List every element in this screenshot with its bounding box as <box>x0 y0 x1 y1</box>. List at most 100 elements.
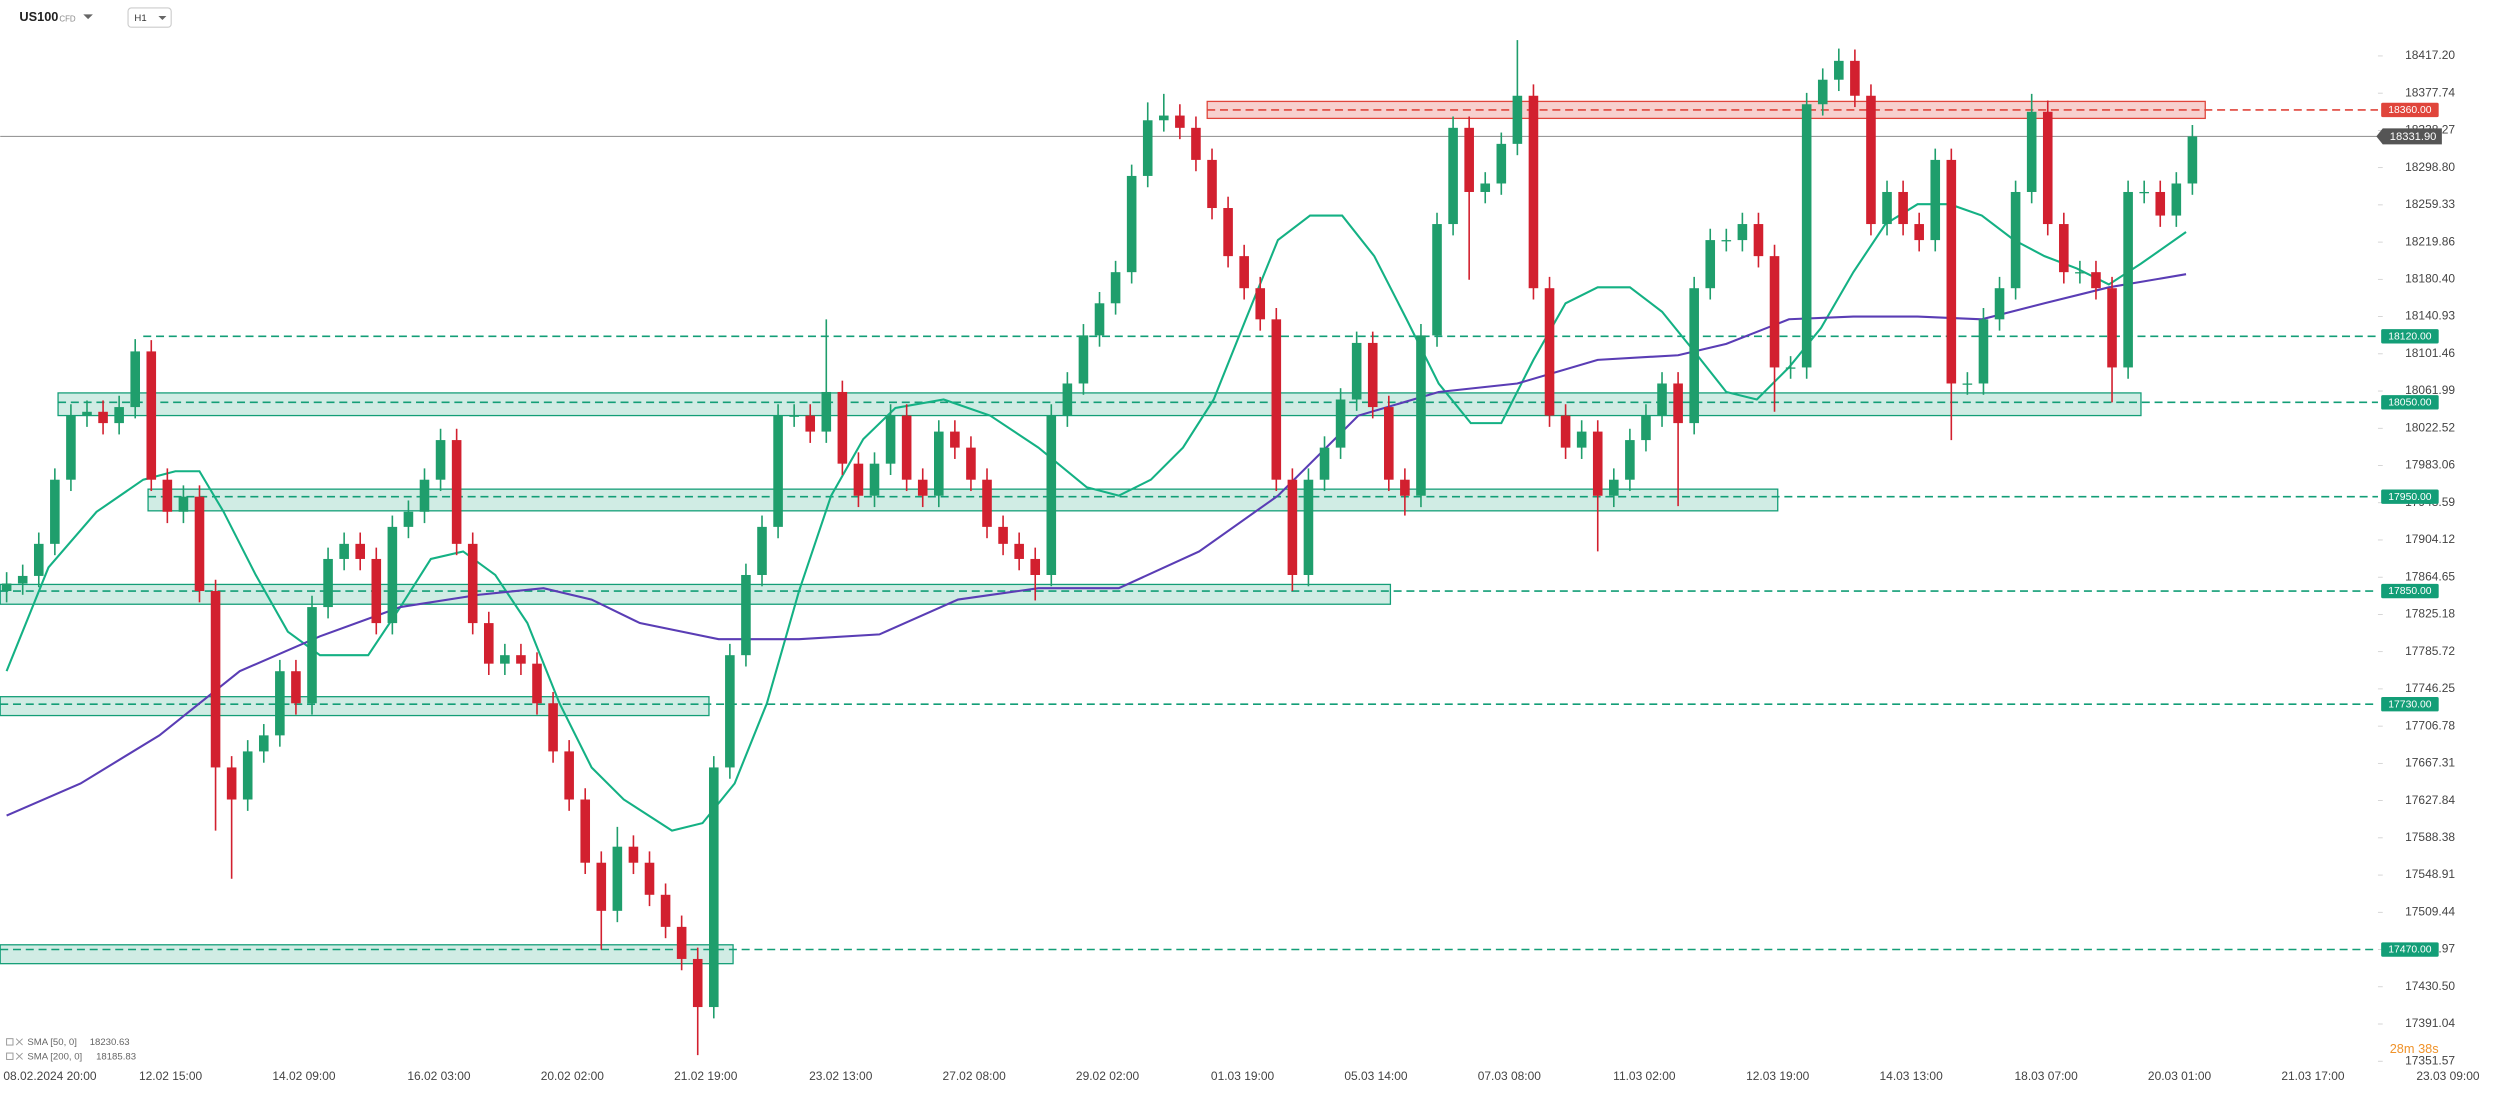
y-tick-label: 17548.91 <box>2405 867 2455 881</box>
candle-countdown: 28m 38s <box>2390 1041 2439 1056</box>
candle-body <box>596 862 607 911</box>
level-tag <box>2381 697 2439 712</box>
candle-body <box>1817 79 1828 105</box>
candle-body <box>2187 136 2198 184</box>
candle-body <box>1994 288 2005 320</box>
candle-body <box>934 431 944 496</box>
y-tick-label: 17983.06 <box>2405 458 2455 472</box>
y-tick-label: 18022.52 <box>2405 420 2455 434</box>
sma-line <box>6 273 2187 817</box>
x-tick-label: 12.02 15:00 <box>139 1069 203 1083</box>
candle-body <box>323 558 333 608</box>
y-tick-label: 17430.50 <box>2405 979 2455 993</box>
level-label: 17470.00 <box>2388 945 2432 956</box>
candle-body <box>1753 224 1764 257</box>
candle-body <box>98 411 108 424</box>
candle-body <box>1191 127 1201 160</box>
candle-body <box>1287 479 1298 575</box>
candle-body <box>2139 191 2149 194</box>
candle-body <box>516 655 526 664</box>
candle-body <box>1255 288 1266 320</box>
candle-body <box>210 591 221 768</box>
level-tag <box>2381 395 2439 410</box>
candle-body <box>1882 191 1892 225</box>
y-tick-label: 17746.25 <box>2405 681 2455 695</box>
candle-body <box>950 431 960 448</box>
candle-body <box>1367 342 1378 408</box>
candle-body <box>1319 447 1330 480</box>
candle-body <box>917 479 928 496</box>
candle-body <box>853 463 864 496</box>
y-tick-label: 17667.31 <box>2405 756 2455 770</box>
legend-icon[interactable] <box>6 1052 14 1060</box>
axes: 18417.2018377.7418338.2718298.8018259.33… <box>3 48 2479 1083</box>
candle-body <box>708 767 719 1008</box>
candle-body <box>1721 240 1732 242</box>
legend-icon[interactable] <box>6 1038 14 1046</box>
candle-body <box>1207 159 1217 209</box>
candle-body <box>1528 95 1539 289</box>
candle-body <box>1496 143 1507 184</box>
candle-body <box>403 511 414 527</box>
candle-body <box>1351 342 1362 400</box>
candle-body <box>1737 224 1748 241</box>
candle-body <box>2123 191 2133 368</box>
level-zone <box>0 583 1392 605</box>
timeframe: H1 <box>134 13 146 24</box>
candle-body <box>1785 367 1796 369</box>
candle-body <box>82 411 92 416</box>
candle-body <box>162 479 173 512</box>
y-tick-label: 17825.18 <box>2405 607 2455 621</box>
candle-body <box>1014 543 1024 559</box>
candle-body <box>1801 104 1812 368</box>
candle-body <box>130 351 141 408</box>
candle-body <box>532 663 542 704</box>
candle-body <box>275 671 285 736</box>
candle-body <box>66 415 76 480</box>
candle-body <box>307 607 317 704</box>
level-tag <box>2381 102 2439 118</box>
level-tag <box>2381 942 2439 957</box>
legend-close[interactable] <box>15 1052 23 1060</box>
candle-body <box>1673 383 1683 424</box>
timeframe-selector[interactable] <box>127 7 172 28</box>
candle-body <box>1946 159 1957 384</box>
symbol[interactable]: US100 <box>19 9 58 24</box>
candle-body <box>1159 115 1169 121</box>
candle-body <box>1110 272 1121 304</box>
candle-body <box>242 751 253 800</box>
candle-body <box>2042 111 2053 225</box>
candle-body <box>500 655 510 664</box>
candle-body <box>837 391 848 464</box>
candle-body <box>194 496 205 592</box>
candle-body <box>1 583 12 592</box>
candle-body <box>1641 415 1651 441</box>
candle-body <box>1592 431 1603 496</box>
candle-body <box>371 558 382 624</box>
symbol-dropdown[interactable] <box>83 14 93 20</box>
legend-label: SMA [200, 0] <box>27 1052 82 1063</box>
level-tag <box>2381 489 2439 504</box>
level-label: 17950.00 <box>2388 492 2432 503</box>
candle-body <box>178 496 189 512</box>
candle-body <box>789 415 799 417</box>
candle-body <box>1962 383 1973 385</box>
x-tick-label: 18.03 07:00 <box>2015 1069 2079 1083</box>
candles <box>1 40 2198 1056</box>
legend: SMA [50, 0] 18230.63 SMA [200, 0] 18185.… <box>6 1037 136 1063</box>
legend-value: 18185.83 <box>96 1052 136 1063</box>
y-tick-label: 18417.20 <box>2405 48 2455 62</box>
legend-label: SMA [50, 0] <box>27 1037 77 1048</box>
legend-close[interactable] <box>15 1038 23 1046</box>
candle-body <box>1384 407 1394 480</box>
candle-body <box>1978 319 1989 384</box>
candle-body <box>982 479 992 527</box>
candle-body <box>50 479 60 544</box>
candle-body <box>258 735 269 752</box>
candle-body <box>885 415 896 464</box>
candle-body <box>580 799 591 863</box>
candle-body <box>1769 256 1780 368</box>
candle-body <box>467 543 478 624</box>
